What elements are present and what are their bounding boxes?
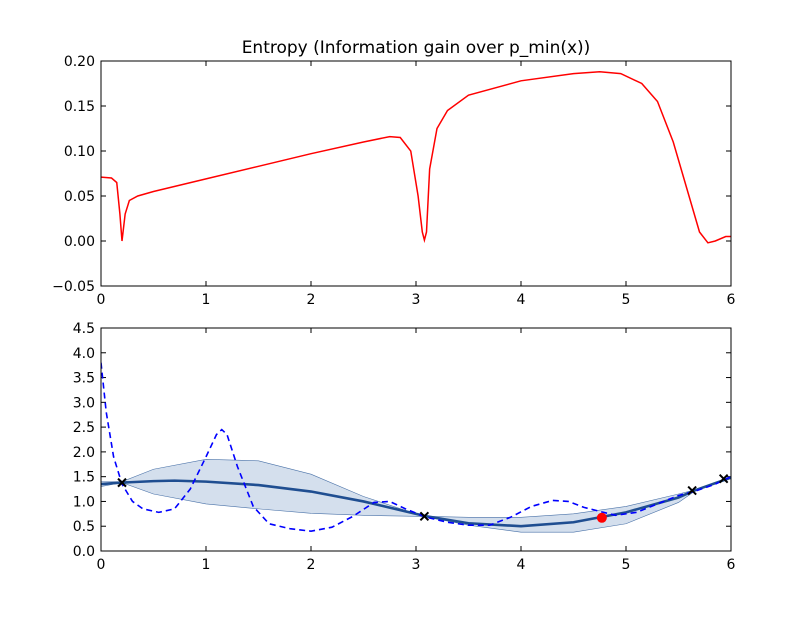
y-tick-label: 0.15 [64,99,95,115]
x-tick-label: 0 [97,557,106,573]
y-tick-label: 4.0 [73,346,95,362]
entropy-line [101,71,731,244]
y-tick-label: 0.20 [64,54,95,70]
true-function-line [101,362,731,532]
y-tick-label: −0.05 [52,279,95,295]
x-tick-label: 1 [202,292,211,308]
y-tick-label: 0.10 [64,144,95,160]
plot-frame [100,327,732,552]
next-sample-point [596,512,607,523]
x-tick-label: 2 [307,557,316,573]
y-tick-label: 1.5 [73,470,95,486]
x-tick-label: 1 [202,557,211,573]
y-tick-label: 0.0 [73,544,95,560]
observation-marker [718,473,729,484]
x-tick-label: 2 [307,292,316,308]
y-tick-label: 3.0 [73,395,95,411]
observation-marker [419,511,430,522]
y-tick-label: 0.5 [73,519,95,535]
x-tick-label: 5 [622,557,631,573]
gp-posterior-panel: 0 1 2 3 4 5 6 0.0 0.5 1.0 1.5 2.0 2.5 3.0 3.5 4.0 4.5 [73,321,736,573]
observation-marker [117,477,127,488]
y-tick-label: 0.05 [64,189,95,205]
y-tick-label: 1.0 [73,494,95,510]
posterior-mean-line [101,476,731,528]
y-tick-label: 2.5 [73,420,95,436]
y-tick-label: 2.0 [73,445,95,461]
marker-stroke [117,477,127,488]
y-tick-label: 0.00 [64,234,95,250]
x-tick-label: 5 [622,292,631,308]
x-tick-label: 3 [412,292,421,308]
chart-title: Entropy (Information gain over p_min(x)) [242,38,591,58]
x-tick-label: 4 [517,557,526,573]
x-tick-label: 6 [727,292,736,308]
marker-stroke [419,511,430,522]
entropy-panel: Entropy (Information gain over p_min(x))… [52,38,735,308]
y-tick-label: 4.5 [73,321,95,337]
x-tick-label: 0 [97,292,106,308]
marker-stroke [687,485,697,496]
x-tick-label: 3 [412,557,421,573]
marker-stroke [718,473,729,484]
confidence-band [101,459,731,533]
x-tick-label: 4 [517,292,526,308]
observation-marker [687,485,697,496]
plot-frame [100,60,732,287]
x-tick-label: 6 [727,557,736,573]
y-tick-label: 3.5 [73,371,95,387]
